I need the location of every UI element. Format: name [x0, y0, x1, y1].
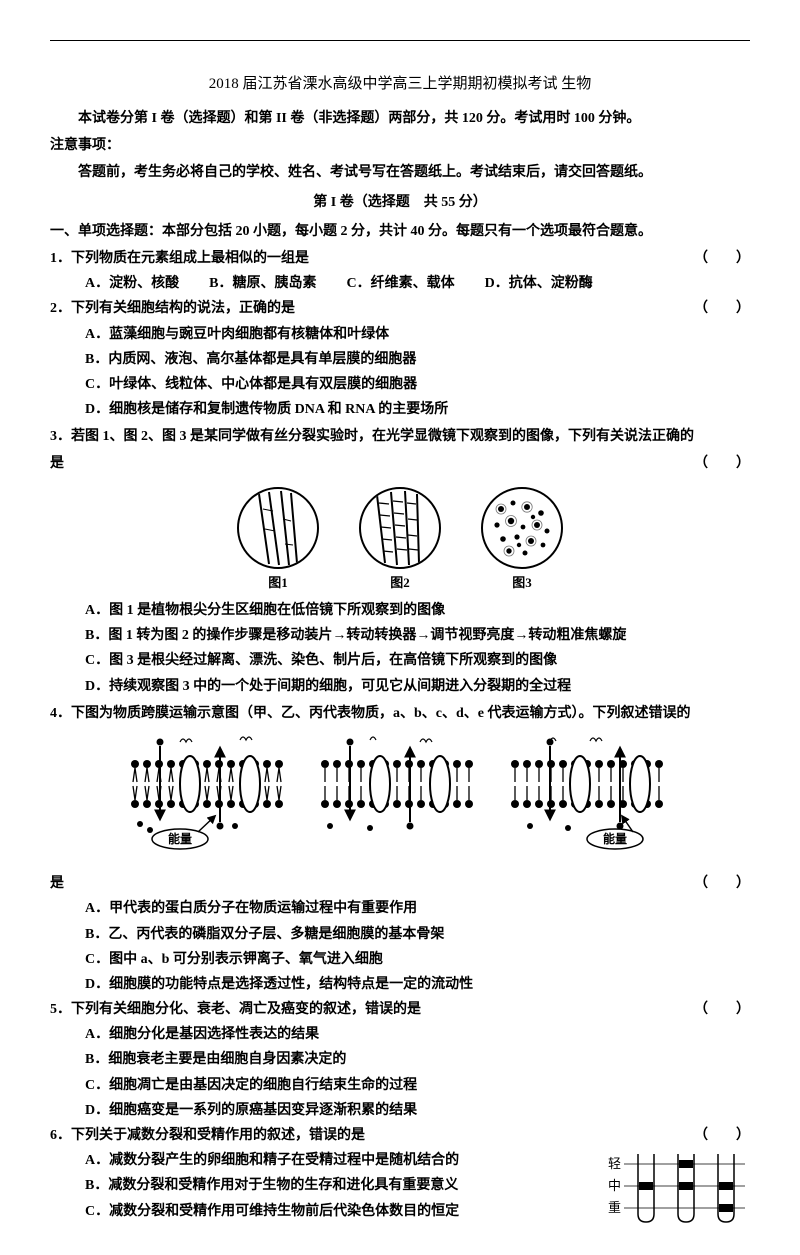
part1-title: 第 I 卷（选择题 共 55 分）	[50, 190, 750, 215]
fig2-caption: 图2	[390, 571, 410, 594]
q6-stem-row: 6．下列关于减数分裂和受精作用的叙述，错误的是 （ ）	[50, 1123, 750, 1148]
q5-opt-b: B．细胞衰老主要是由细胞自身因素决定的	[85, 1047, 750, 1072]
q5-options: A．细胞分化是基因选择性表达的结果 B．细胞衰老主要是由细胞自身因素决定的 C．…	[50, 1022, 750, 1123]
fig1-circle	[237, 487, 319, 569]
q2-opt-b: B．内质网、液泡、高尔基体都是具有单层膜的细胞器	[85, 347, 750, 372]
q2-stem: 2．下列有关细胞结构的说法，正确的是	[50, 296, 678, 321]
tube-label-mid: 中	[608, 1178, 621, 1193]
q3-stem-row: 是 （ ）	[50, 451, 750, 476]
fig3-circle	[481, 487, 563, 569]
q5-stem-row: 5．下列有关细胞分化、衰老、凋亡及癌变的叙述，错误的是 （ ）	[50, 997, 750, 1022]
q3-stem-b: 是	[50, 451, 678, 476]
tube-label-light: 轻	[608, 1156, 621, 1171]
exam-title: 2018 届江苏省溧水高级中学高三上学期期初模拟考试 生物	[50, 71, 750, 98]
q5-opt-a: A．细胞分化是基因选择性表达的结果	[85, 1022, 750, 1047]
q3-fig2: 图2	[359, 487, 441, 594]
q4-stem-b: 是	[50, 871, 678, 896]
q1-options: A．淀粉、核酸 B．糖原、胰岛素 C．纤维素、载体 D．抗体、淀粉酶	[50, 271, 750, 296]
q3-paren: （ ）	[694, 451, 750, 476]
q1-opt-c: C．纤维素、载体	[346, 271, 454, 296]
q2-paren: （ ）	[694, 296, 750, 321]
q3-opt-c: C．图 3 是根尖经过解离、漂洗、染色、制片后，在高倍镜下所观察到的图像	[85, 648, 750, 673]
notice-label: 注意事项：	[50, 133, 750, 158]
q3-opt-d: D．持续观察图 3 中的一个处于间期的细胞，可见它从间期进入分裂期的全过程	[85, 674, 750, 699]
q5-opt-c: C．细胞凋亡是由基因决定的细胞自行结束生命的过程	[85, 1073, 750, 1098]
q5-opt-d: D．细胞癌变是一系列的原癌基因变异逐渐积累的结果	[85, 1098, 750, 1123]
q3-fig1: 图1	[237, 487, 319, 594]
q3-figures: 图1 图2	[50, 487, 750, 594]
q1-opt-a: A．淀粉、核酸	[85, 271, 179, 296]
q3-opt-b: B．图 1 转为图 2 的操作步骤是移动装片→转动转换器→调节视野亮度→转动粗准…	[85, 623, 750, 648]
tube-label-heavy: 重	[608, 1200, 621, 1215]
q4-stem-row: 是 （ ）	[50, 871, 750, 896]
energy-label-1: 能量	[168, 831, 192, 846]
fig3-caption: 图3	[512, 571, 532, 594]
q4-opt-c: C．图中 a、b 可分别表示钾离子、氧气进入细胞	[85, 947, 750, 972]
q3-options: A．图 1 是植物根尖分生区细胞在低倍镜下所观察到的图像 B．图 1 转为图 2…	[50, 598, 750, 699]
q4-opt-d: D．细胞膜的功能特点是选择透过性，结构特点是一定的流动性	[85, 972, 750, 997]
q2-opt-d: D．细胞核是储存和复制遗传物质 DNA 和 RNA 的主要场所	[85, 397, 750, 422]
q1-stem: 1．下列物质在元素组成上最相似的一组是	[50, 246, 678, 271]
q6-paren: （ ）	[694, 1123, 750, 1148]
q2-opt-a: A．蓝藻细胞与豌豆叶肉细胞都有核糖体和叶绿体	[85, 322, 750, 347]
energy-label-2: 能量	[603, 831, 627, 846]
q4-opt-a: A．甲代表的蛋白质分子在物质运输过程中有重要作用	[85, 896, 750, 921]
top-rule	[50, 40, 750, 41]
q1-opt-b: B．糖原、胰岛素	[209, 271, 316, 296]
q3-fig3: 图3	[481, 487, 563, 594]
q1-opt-d: D．抗体、淀粉酶	[485, 271, 593, 296]
q2-options: A．蓝藻细胞与豌豆叶肉细胞都有核糖体和叶绿体 B．内质网、液泡、高尔基体都是具有…	[50, 322, 750, 423]
q6-stem: 6．下列关于减数分裂和受精作用的叙述，错误的是	[50, 1123, 678, 1148]
fig2-circle	[359, 487, 441, 569]
q4-options: A．甲代表的蛋白质分子在物质运输过程中有重要作用 B．乙、丙代表的磷脂双分子层、…	[50, 896, 750, 997]
q4-stem: 4．下图为物质跨膜运输示意图（甲、乙、丙代表物质，a、b、c、d、e 代表运输方…	[50, 701, 750, 726]
q2-opt-c: C．叶绿体、线粒体、中心体都是具有双层膜的细胞器	[85, 372, 750, 397]
section1-heading: 一、单项选择题：本部分包括 20 小题，每小题 2 分，共计 40 分。每题只有…	[50, 219, 750, 244]
q4-paren: （ ）	[694, 871, 750, 896]
q1-paren: （ ）	[694, 246, 750, 271]
q4-opt-b: B．乙、丙代表的磷脂双分子层、多糖是细胞膜的基本骨架	[85, 922, 750, 947]
q3-opt-a: A．图 1 是植物根尖分生区细胞在低倍镜下所观察到的图像	[85, 598, 750, 623]
q2-stem-row: 2．下列有关细胞结构的说法，正确的是 （ ）	[50, 296, 750, 321]
intro-line: 本试卷分第 I 卷（选择题）和第 II 卷（非选择题）两部分，共 120 分。考…	[50, 106, 750, 131]
q1-stem-row: 1．下列物质在元素组成上最相似的一组是 （ ）	[50, 246, 750, 271]
q3-stem-a: 3．若图 1、图 2、图 3 是某同学做有丝分裂实验时，在光学显微镜下观察到的图…	[50, 424, 750, 449]
fig1-caption: 图1	[268, 571, 288, 594]
q4-figure: 能量 能量	[120, 734, 680, 863]
q5-paren: （ ）	[694, 997, 750, 1022]
q6-tube-figure: 轻 中 重	[600, 1148, 750, 1235]
notice-text: 答题前，考生务必将自己的学校、姓名、考试号写在答题纸上。考试结束后，请交回答题纸…	[50, 160, 750, 185]
q5-stem: 5．下列有关细胞分化、衰老、凋亡及癌变的叙述，错误的是	[50, 997, 678, 1022]
